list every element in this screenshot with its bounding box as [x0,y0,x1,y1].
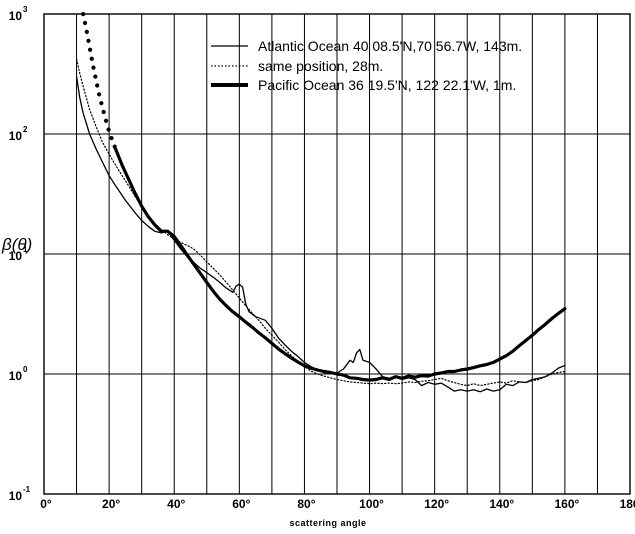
legend-label-same-position: same position, 28m. [258,58,383,74]
y-axis-title: β(θ) [1,235,32,254]
grid [43,13,631,495]
x-tick-label: 40° [167,497,185,511]
series-line-0 [75,76,566,393]
legend: Atlantic Ocean 40 08.5'N,70 56.7W, 143m.… [211,38,522,93]
series-line-2 [114,147,567,382]
series-line-1 [76,58,566,387]
y-tick-exponent: 3 [23,5,28,14]
x-tick-label: 180° [620,497,635,511]
x-tick-label: 140° [489,497,514,511]
legend-label-pacific: Pacific Ocean 36 19.5'N, 122 22.1'W, 1m. [258,77,516,93]
x-tick-label: 60° [232,497,250,511]
series-group [75,11,567,393]
y-tick-label: 10 [9,9,23,23]
tick-labels: 0°20°40°60°80°100°120°140°160°180°10-110… [9,5,635,511]
y-tick-exponent: 0 [23,365,28,374]
x-tick-label: 20° [102,497,120,511]
y-tick-label: 10 [9,369,23,383]
legend-label-atlantic: Atlantic Ocean 40 08.5'N,70 56.7W, 143m. [258,38,522,54]
x-tick-label: 80° [297,497,315,511]
y-tick-label: 10 [9,129,23,143]
y-tick-label: 10 [9,489,23,503]
x-tick-label: 0° [40,497,52,511]
y-tick-exponent: -1 [23,485,31,494]
y-tick-exponent: 2 [23,125,28,134]
x-axis-title: scattering angle [289,518,366,528]
y-tick-exponent: 1 [23,245,28,254]
plot-frame [43,13,631,495]
x-tick-label: 100° [359,497,384,511]
y-tick-label: 10 [9,249,23,263]
x-tick-label: 120° [424,497,449,511]
x-tick-label: 160° [554,497,579,511]
